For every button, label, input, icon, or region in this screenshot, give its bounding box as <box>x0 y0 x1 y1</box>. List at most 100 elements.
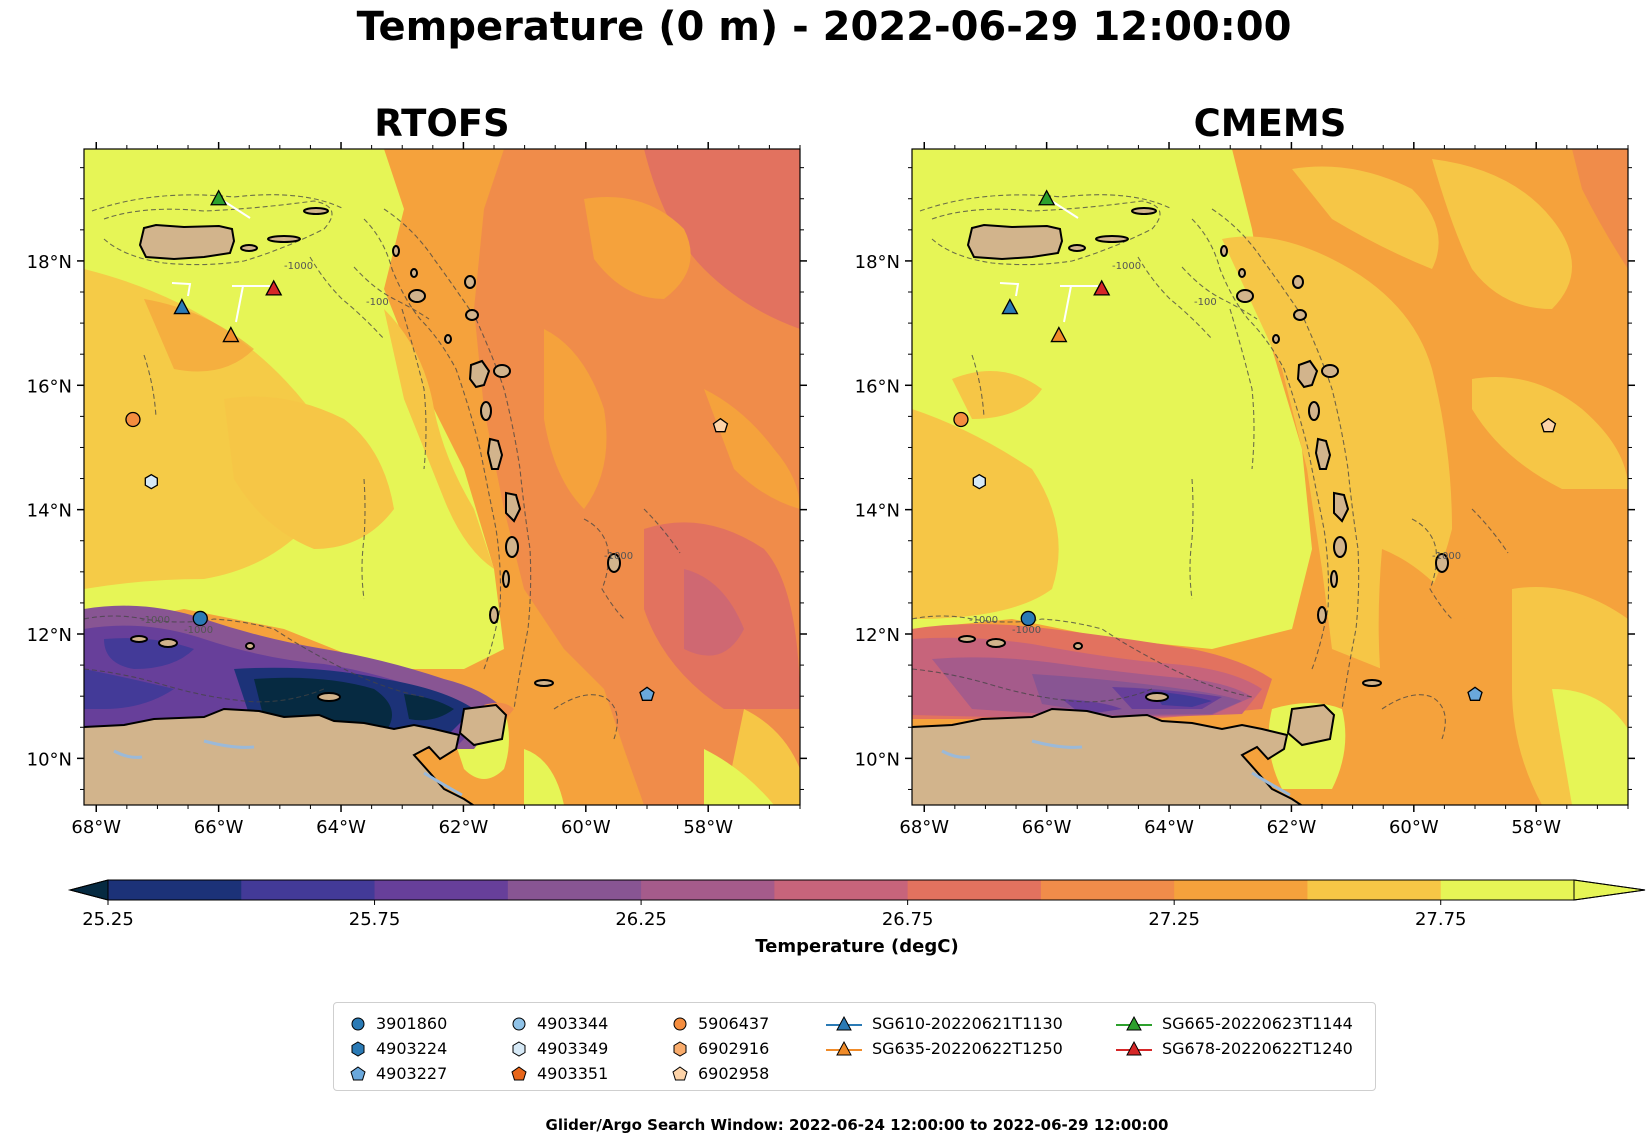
legend-item: 6902916 <box>670 1036 769 1061</box>
argo-float-marker <box>144 473 158 490</box>
hexagon-marker-icon <box>673 1040 687 1057</box>
legend-item: 4903224 <box>348 1036 447 1061</box>
glider-marker <box>1038 189 1056 206</box>
legend-item: SG665-20220623T1144 <box>1114 1011 1353 1036</box>
lat-tick-label: 12°N <box>27 625 72 646</box>
circle-marker-icon <box>512 1017 526 1030</box>
colorbar-segment <box>1307 880 1442 900</box>
contour-label: -1000 <box>284 261 313 272</box>
colorbar-segment <box>507 880 642 900</box>
contour-label: -100 <box>366 297 389 308</box>
legend-item: 4903351 <box>509 1061 608 1086</box>
colorbar-segment <box>1040 880 1175 900</box>
panel-title-rtofs: RTOFS <box>374 102 510 145</box>
colorbar-segment <box>1440 880 1575 900</box>
lon-tick-label: 62°W <box>439 817 489 838</box>
colorbar-title: Temperature (degC) <box>755 936 959 957</box>
colorbar-segment <box>641 880 775 900</box>
lat-tick-label: 14°N <box>27 501 72 522</box>
triangle-line-marker-icon <box>826 1015 862 1030</box>
legend-item: SG635-20220622T1250 <box>824 1036 1063 1061</box>
pentagon-marker-icon <box>350 1065 366 1080</box>
argo-float-marker <box>1467 686 1483 701</box>
legend: 3901860 4903224 4903227 4903344 4903349 … <box>333 1002 1376 1091</box>
glider-marker <box>1093 279 1111 296</box>
colorbar-segment <box>774 880 909 900</box>
argo-float-marker <box>192 610 208 627</box>
colorbar-segment <box>108 880 242 900</box>
legend-label: SG635-20220622T1250 <box>872 1039 1063 1058</box>
colorbar-tick-label: 25.75 <box>349 909 401 930</box>
argo-float-marker <box>1020 610 1036 627</box>
argo-float-marker <box>125 411 141 428</box>
triangle-line-marker-icon <box>1116 1015 1152 1030</box>
contour-label: -1000 <box>969 615 998 626</box>
legend-label: 5906437 <box>698 1014 770 1033</box>
lon-tick-label: 64°W <box>316 817 366 838</box>
glider-marker <box>1050 326 1068 343</box>
legend-label: 4903344 <box>537 1014 609 1033</box>
footer-note: Glider/Argo Search Window: 2022-06-24 12… <box>545 1116 1169 1134</box>
cmems-map-panel <box>911 148 1629 806</box>
contour-label: -1000 <box>1432 551 1461 562</box>
argo-float-marker <box>953 411 969 428</box>
legend-item: 5906437 <box>670 1011 769 1036</box>
lon-tick-label: 68°W <box>899 817 949 838</box>
glider-marker <box>265 279 283 296</box>
colorbar-extend-low <box>68 879 109 901</box>
colorbar-segment <box>374 880 509 900</box>
glider-marker <box>222 326 240 343</box>
axis-tick-labels: 68°W 66°W 64°W 62°W 60°W 58°W 18°N 16°N 14°N 12°N… <box>27 252 1562 838</box>
contour-label: -100 <box>1194 297 1217 308</box>
legend-item: 4903227 <box>348 1061 447 1086</box>
legend-label: 4903351 <box>537 1064 609 1083</box>
axes-ticks <box>77 142 1635 812</box>
triangle-line-marker-icon <box>1116 1040 1152 1055</box>
lat-tick-label: 18°N <box>855 252 900 273</box>
lat-tick-label: 16°N <box>27 376 72 397</box>
legend-item: SG610-20220621T1130 <box>824 1011 1063 1036</box>
lon-tick-label: 62°W <box>1267 817 1317 838</box>
colorbar-tick-label: 27.25 <box>1148 909 1200 930</box>
argo-float-marker <box>1540 417 1557 433</box>
lon-tick-label: 60°W <box>561 817 611 838</box>
glider-marker <box>210 189 228 206</box>
contour-label: -1000 <box>604 551 633 562</box>
lon-tick-label: 58°W <box>1511 817 1561 838</box>
lat-tick-label: 10°N <box>27 749 72 770</box>
rtofs-map-panel <box>83 148 801 806</box>
contour-label: -1000 <box>1112 261 1141 272</box>
legend-label: SG610-20220621T1130 <box>872 1014 1063 1033</box>
argo-float-marker <box>972 473 986 490</box>
colorbar-tick-label: 26.25 <box>615 909 667 930</box>
contour-label: -1000 <box>184 625 213 636</box>
lon-tick-label: 66°W <box>1022 817 1072 838</box>
legend-label: 6902958 <box>698 1064 770 1083</box>
triangle-line-marker-icon <box>826 1040 862 1055</box>
lon-tick-label: 66°W <box>194 817 244 838</box>
legend-label: 3901860 <box>376 1014 448 1033</box>
lat-tick-label: 10°N <box>855 749 900 770</box>
colorbar-tick-label: 27.75 <box>1415 909 1467 930</box>
panel-title-cmems: CMEMS <box>1193 102 1347 145</box>
colorbar-tick-label: 25.25 <box>82 909 134 930</box>
legend-item: SG678-20220622T1240 <box>1114 1036 1353 1061</box>
lon-tick-label: 64°W <box>1144 817 1194 838</box>
legend-item: 4903349 <box>509 1036 608 1061</box>
hexagon-marker-icon <box>512 1040 526 1057</box>
pentagon-marker-icon <box>511 1065 527 1080</box>
colorbar-tick-label: 26.75 <box>882 909 934 930</box>
lon-tick-label: 60°W <box>1389 817 1439 838</box>
colorbar-segment <box>241 880 376 900</box>
lat-tick-label: 12°N <box>855 625 900 646</box>
lon-tick-label: 58°W <box>683 817 733 838</box>
circle-marker-icon <box>351 1017 365 1030</box>
pentagon-marker-icon <box>672 1065 688 1080</box>
circle-marker-icon <box>673 1017 687 1030</box>
legend-item: 4903344 <box>509 1011 608 1036</box>
glider-marker <box>173 298 191 315</box>
legend-label: SG678-20220622T1240 <box>1162 1039 1353 1058</box>
legend-label: 6902916 <box>698 1039 770 1058</box>
colorbar-segment <box>1174 880 1308 900</box>
legend-label: 4903224 <box>376 1039 448 1058</box>
